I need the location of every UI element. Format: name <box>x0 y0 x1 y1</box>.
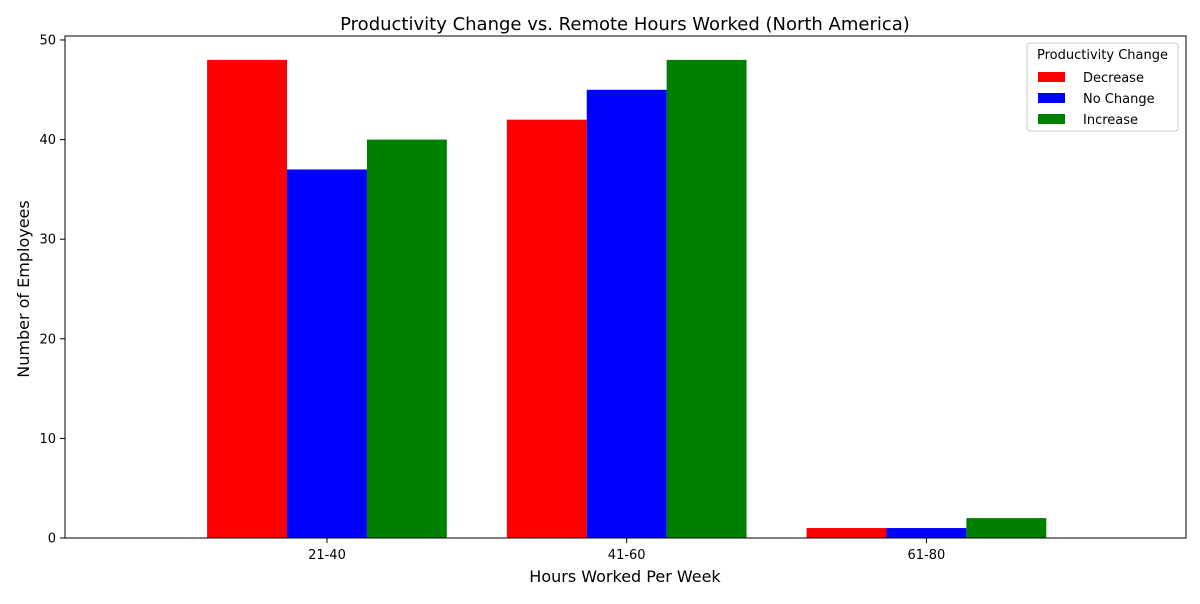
legend-title: Productivity Change <box>1037 48 1168 63</box>
bar-decrease-41-60 <box>506 119 587 539</box>
legend-box <box>1026 42 1179 132</box>
y-tick-label: 40 <box>39 133 56 148</box>
legend-swatch-increase <box>1038 114 1065 124</box>
plot-frame <box>64 35 1187 539</box>
y-tick-label: 50 <box>39 33 56 48</box>
x-tick-label: 41-60 <box>608 548 646 563</box>
y-tick-label: 30 <box>39 233 56 248</box>
legend-label-no-change: No Change <box>1083 92 1155 107</box>
bar-increase-61-80 <box>966 518 1047 538</box>
y-tick-label: 20 <box>39 332 56 347</box>
x-tick-label: 61-80 <box>908 548 946 563</box>
y-tick-label: 0 <box>48 532 56 547</box>
bar-increase-21-40 <box>366 139 447 539</box>
bar-no-change-21-40 <box>287 169 367 538</box>
chart-title: Productivity Change vs. Remote Hours Wor… <box>340 14 910 35</box>
x-axis-label: Hours Worked Per Week <box>529 567 721 586</box>
legend-swatch-decrease <box>1038 72 1065 82</box>
bar-decrease-61-80 <box>806 528 887 538</box>
bar-no-change-41-60 <box>586 89 667 539</box>
bar-decrease-21-40 <box>207 59 288 539</box>
bar-no-change-61-80 <box>886 528 967 538</box>
legend: Productivity Change Decrease No Change Incr… <box>1026 42 1179 132</box>
y-axis-label: Number of Employees <box>14 200 33 377</box>
bars-group <box>207 59 1047 539</box>
legend-label-increase: Increase <box>1083 113 1138 128</box>
legend-swatch-no-change <box>1038 93 1065 103</box>
legend-label-decrease: Decrease <box>1083 71 1144 86</box>
bar-increase-41-60 <box>666 59 747 539</box>
axis-ticks-group: 21-40 41-60 61-80 0 10 20 30 40 50 <box>39 33 945 563</box>
x-tick-label: 21-40 <box>308 548 346 563</box>
y-tick-label: 10 <box>39 432 56 447</box>
